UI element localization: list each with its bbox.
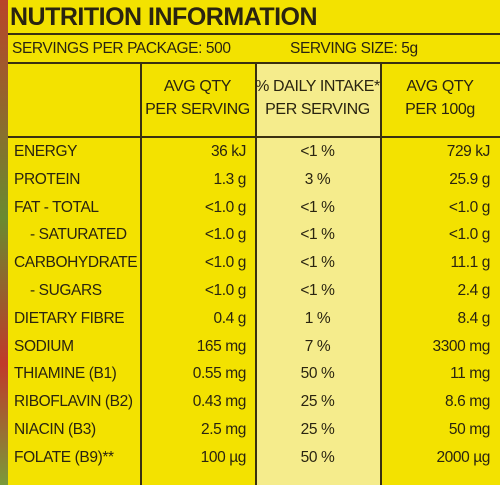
title: NUTRITION INFORMATION — [10, 3, 318, 31]
per-100g: 729 kJ — [446, 143, 491, 160]
daily-intake: 7 % — [304, 337, 331, 355]
daily-intake: <1 % — [300, 143, 335, 160]
per-serving: 100 µg — [200, 448, 247, 466]
per-100g: 3300 mg — [432, 337, 490, 355]
nutrient-name: - SATURATED — [30, 226, 127, 244]
per-serving: 165 mg — [196, 337, 247, 355]
column-rule — [255, 62, 257, 485]
nutrient-name: ENERGY — [14, 143, 78, 160]
per-100g: 25.9 g — [449, 170, 490, 188]
daily-intake: <1 % — [300, 198, 335, 216]
daily-intake: 1 % — [304, 309, 331, 327]
column-header: PER SERVING — [145, 101, 250, 118]
nutrient-name: SODIUM — [14, 337, 74, 355]
per-100g: 11 mg — [450, 365, 490, 383]
daily-intake: <1 % — [300, 226, 335, 244]
daily-intake: 50 % — [300, 448, 335, 466]
column-header: PER SERVING — [265, 101, 370, 118]
nutrient-name: DIETARY FIBRE — [14, 309, 125, 327]
column-rule — [140, 62, 142, 485]
nutrient-name: CARBOHYDRATE — [14, 254, 138, 272]
servings-per-package: SERVINGS PER PACKAGE: 500 — [12, 40, 231, 57]
per-100g: <1.0 g — [448, 198, 491, 216]
nutrient-name: FAT - TOTAL — [14, 198, 99, 216]
column-header: % DAILY INTAKE* — [255, 78, 380, 95]
per-serving: 0.55 mg — [192, 365, 247, 383]
daily-intake: <1 % — [300, 254, 335, 272]
column-header: AVG QTY — [163, 78, 232, 95]
nutrient-name: FOLATE (B9)** — [14, 448, 114, 466]
daily-intake: <1 % — [300, 282, 335, 299]
per-serving: 0.4 g — [213, 309, 247, 327]
per-100g: 2.4 g — [457, 282, 491, 299]
daily-intake: 3 % — [304, 170, 331, 188]
photo-edge — [0, 0, 8, 485]
per-serving: 36 kJ — [210, 143, 246, 160]
daily-intake: 50 % — [300, 365, 335, 383]
column-header: PER 100g — [405, 101, 475, 118]
serving-size: SERVING SIZE: 5g — [290, 40, 418, 57]
nutrient-name: - SUGARS — [30, 282, 102, 299]
per-100g: 11.1 g — [450, 254, 490, 272]
column-rule — [380, 62, 382, 485]
per-serving: 2.5 mg — [201, 421, 246, 438]
nutrient-name: PROTEIN — [14, 170, 81, 188]
nutrient-name: RIBOFLAVIN (B2) — [14, 393, 133, 411]
per-serving: <1.0 g — [204, 282, 247, 299]
daily-intake: 25 % — [300, 393, 335, 411]
per-serving: 1.3 g — [213, 170, 247, 188]
rule — [8, 136, 500, 138]
per-serving: 0.43 mg — [192, 393, 247, 411]
per-100g: 50 mg — [448, 421, 490, 438]
per-100g: 8.4 g — [457, 309, 491, 327]
per-serving: <1.0 g — [204, 226, 247, 244]
per-serving: <1.0 g — [204, 198, 247, 216]
nutrient-name: THIAMINE (B1) — [14, 365, 117, 383]
daily-intake: 25 % — [300, 421, 335, 438]
highlight-column — [255, 63, 380, 485]
per-100g: <1.0 g — [448, 226, 491, 244]
nutrient-name: NIACIN (B3) — [14, 421, 96, 438]
rule — [8, 62, 500, 64]
column-header: AVG QTY — [406, 78, 474, 95]
per-100g: 8.6 mg — [445, 393, 490, 411]
rule — [8, 33, 500, 35]
per-100g: 2000 µg — [436, 448, 490, 466]
per-serving: <1.0 g — [204, 254, 247, 272]
